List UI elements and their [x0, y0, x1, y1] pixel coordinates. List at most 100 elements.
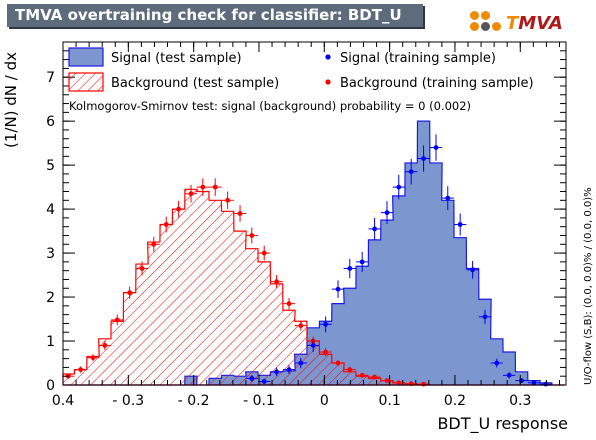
- y-tick-label: 0: [46, 378, 55, 394]
- signal-training-point: [258, 378, 271, 385]
- signal-training-point: [282, 365, 296, 375]
- background-training-point: [319, 348, 332, 356]
- background-training-marker: [298, 323, 304, 329]
- y-tick-label: 7: [46, 70, 55, 86]
- background-training-point: [111, 314, 124, 326]
- logo-dots-icon: [470, 11, 504, 33]
- signal-training-marker: [384, 210, 390, 216]
- signal-training-marker: [249, 376, 255, 381]
- background-training-marker: [335, 360, 341, 366]
- signal-training-marker: [274, 369, 280, 375]
- signal-training-marker: [335, 286, 341, 292]
- signal-training-marker: [372, 226, 377, 232]
- y-tick-label: 4: [46, 202, 55, 218]
- background-training-point: [98, 341, 111, 350]
- signal-training-point: [392, 174, 405, 200]
- background-training-point: [196, 178, 209, 196]
- background-training-marker: [225, 197, 231, 203]
- background-training-marker: [176, 206, 182, 212]
- y-tick-label: 3: [46, 246, 55, 262]
- signal-training-marker: [433, 145, 439, 150]
- background-training-marker: [151, 241, 157, 247]
- legend-entry: Background (training sample): [325, 76, 534, 91]
- background-training-marker: [90, 355, 96, 361]
- signal-training-marker: [506, 372, 512, 378]
- background-training-point: [172, 200, 185, 218]
- signal-training-marker: [310, 343, 316, 348]
- signal-training-marker: [445, 195, 451, 201]
- signal-training-point: [294, 357, 307, 369]
- x-tick-label: 0.2: [444, 393, 466, 409]
- background-training-point: [74, 366, 87, 373]
- signal-training-point: [405, 158, 418, 185]
- legend-dot-marker: [325, 54, 331, 60]
- background-training-point: [147, 236, 160, 252]
- background-training-marker: [237, 211, 243, 216]
- background-training-marker: [261, 250, 267, 256]
- signal-training-marker: [408, 169, 414, 175]
- x-axis-label: BDT_U response: [437, 414, 568, 433]
- legend-signal-box: [68, 47, 104, 67]
- signal-training-marker: [323, 321, 329, 327]
- background-training-marker: [323, 349, 329, 355]
- x-tick-label: - 0.3: [112, 393, 144, 409]
- background-training-marker: [200, 184, 206, 190]
- signal-training-point: [490, 358, 503, 368]
- background-training-marker: [78, 367, 84, 373]
- signal-training-point: [307, 338, 320, 353]
- signal-training-point: [478, 309, 492, 324]
- ks-test-text: Kolmogorov-Smirnov test: signal (backgro…: [69, 99, 471, 113]
- background-training-marker: [102, 343, 108, 348]
- signal-training-marker: [347, 266, 353, 271]
- signal-training-point: [356, 251, 369, 272]
- background-training-marker: [127, 290, 133, 296]
- signal-training-point: [245, 374, 258, 382]
- background-training-point: [294, 320, 307, 331]
- tmva-logo: TMVA: [468, 8, 588, 36]
- signal-training-point: [441, 186, 454, 210]
- background-training-marker: [372, 374, 377, 380]
- y-tick-label: 6: [46, 114, 55, 130]
- signal-training-point: [417, 145, 430, 172]
- y-tick-label: 5: [46, 158, 55, 174]
- legend-label: Signal (training sample): [340, 51, 496, 66]
- background-training-point: [282, 297, 296, 310]
- background-training-marker: [347, 367, 353, 373]
- signal-training-marker: [470, 267, 475, 273]
- signal-training-point: [503, 372, 516, 379]
- background-training-marker: [359, 372, 365, 378]
- background-training-marker: [384, 378, 390, 384]
- plot-frame: [62, 41, 567, 386]
- plot-title: TMVA overtraining check for classifier: …: [7, 4, 423, 27]
- x-tick-label: 0.4: [52, 393, 74, 409]
- background-training-point: [123, 286, 136, 299]
- background-training-marker: [274, 279, 280, 285]
- signal-training-point: [527, 380, 541, 386]
- signal-training-marker: [261, 379, 267, 384]
- background-training-point: [160, 216, 173, 233]
- signal-training-marker: [298, 360, 304, 366]
- background-training-point: [380, 378, 394, 384]
- background-training-marker: [286, 301, 292, 307]
- signal-training-point: [270, 367, 283, 377]
- background-training-point: [368, 374, 381, 380]
- background-training-marker: [421, 381, 426, 387]
- background-training-point: [135, 261, 149, 276]
- signal-training-marker: [482, 314, 488, 320]
- signal-training-marker: [286, 367, 292, 373]
- x-tick-label: 0.3: [509, 393, 531, 409]
- legend-entry: Signal (test sample): [68, 47, 242, 67]
- legend-label: Background (test sample): [111, 76, 279, 91]
- background-training-point: [221, 191, 234, 210]
- background-training-point: [233, 205, 247, 222]
- signal-training-marker: [396, 184, 402, 190]
- background-training-marker: [396, 380, 402, 386]
- legend-label: Signal (test sample): [111, 51, 242, 66]
- background-training-point: [209, 178, 222, 196]
- y-tick-label: 2: [46, 290, 55, 306]
- background-training-point: [331, 359, 345, 367]
- legend-background-box: [68, 72, 104, 92]
- background-training-point: [356, 372, 369, 378]
- signal-training-point: [380, 201, 394, 225]
